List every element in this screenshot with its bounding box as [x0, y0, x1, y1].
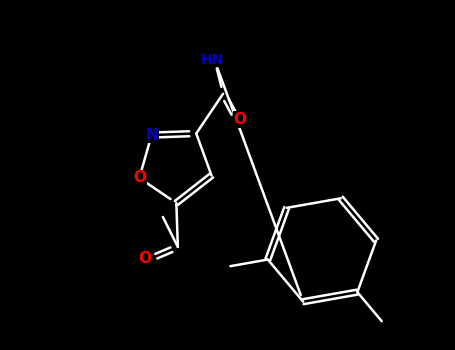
Text: N: N — [145, 127, 158, 142]
Text: O: O — [138, 251, 152, 266]
Text: O: O — [233, 112, 247, 127]
Text: O: O — [133, 170, 146, 186]
Text: HN: HN — [201, 53, 224, 67]
